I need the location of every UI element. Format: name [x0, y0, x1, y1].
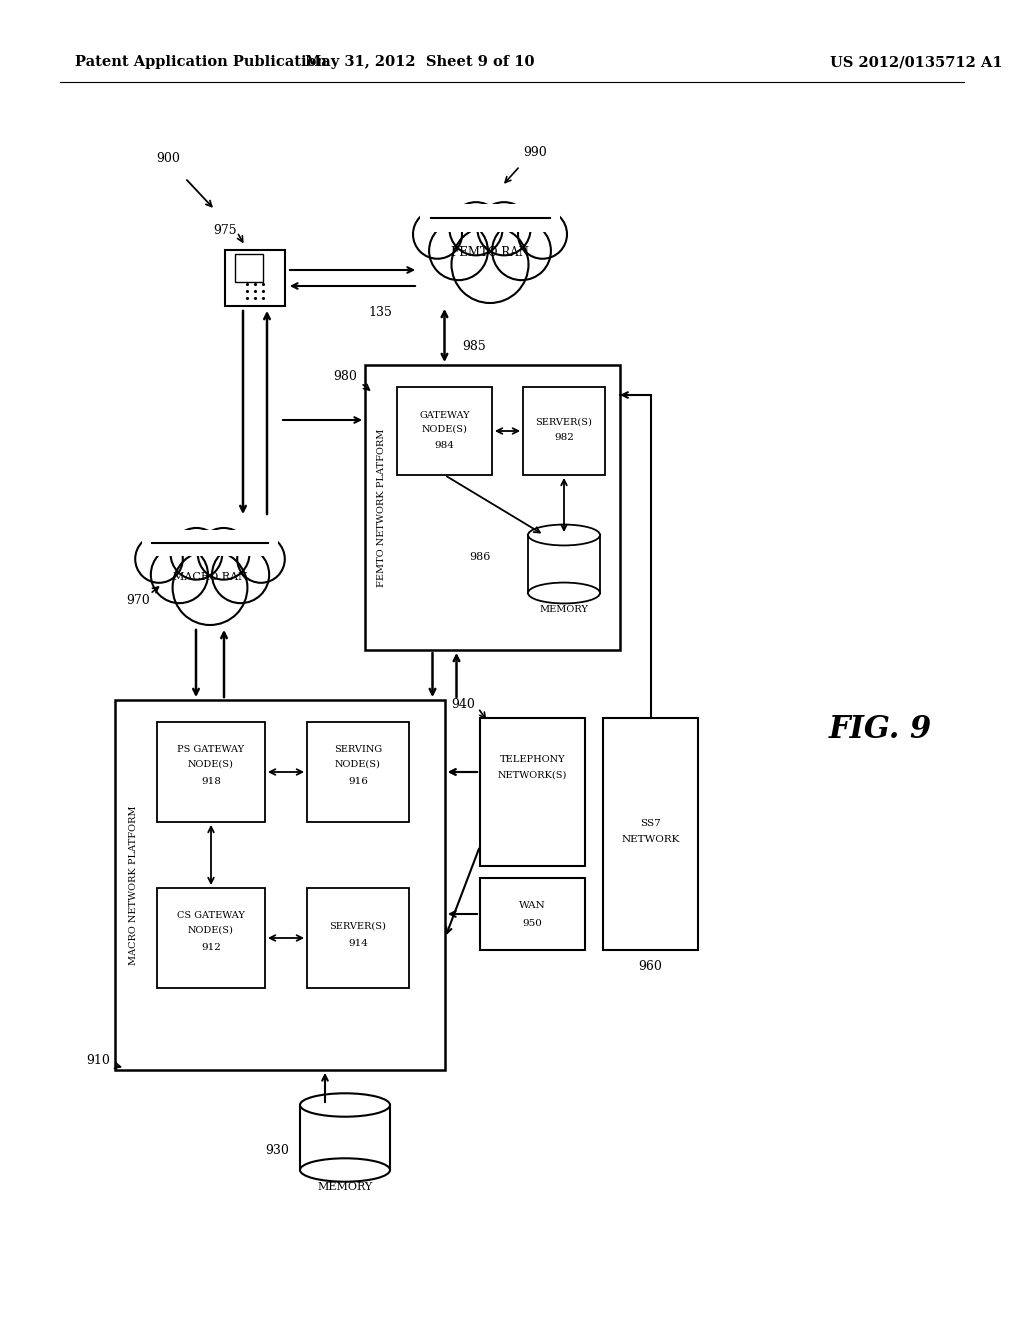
Text: FEMTO RAN: FEMTO RAN [451, 247, 529, 260]
Text: 950: 950 [522, 919, 543, 928]
Text: 135: 135 [368, 306, 392, 319]
Text: 980: 980 [333, 371, 357, 384]
Text: 970: 970 [126, 594, 150, 606]
Circle shape [238, 535, 285, 583]
Text: NODE(S): NODE(S) [188, 925, 233, 935]
Bar [420, 205, 560, 231]
Circle shape [493, 222, 551, 280]
Bar [234, 253, 263, 282]
Text: 912: 912 [201, 944, 221, 953]
Circle shape [477, 202, 530, 255]
Bar [142, 531, 278, 557]
Ellipse shape [300, 1093, 390, 1117]
Text: MACRO RAN: MACRO RAN [173, 572, 248, 582]
Ellipse shape [528, 582, 600, 603]
Ellipse shape [300, 1159, 390, 1181]
Text: SERVER(S): SERVER(S) [536, 417, 593, 426]
Bar [157, 888, 265, 987]
Text: MACRO NETWORK PLATFORM: MACRO NETWORK PLATFORM [128, 805, 137, 965]
Circle shape [198, 528, 250, 579]
Text: WAN: WAN [519, 902, 546, 911]
Text: 916: 916 [348, 777, 368, 787]
Bar [157, 722, 265, 822]
Text: GATEWAY: GATEWAY [419, 411, 470, 420]
Circle shape [413, 210, 462, 259]
Text: 910: 910 [86, 1053, 110, 1067]
Text: NETWORK(S): NETWORK(S) [498, 771, 567, 780]
Bar [603, 718, 698, 950]
Text: 914: 914 [348, 939, 368, 948]
Text: FIG. 9: FIG. 9 [828, 714, 932, 746]
Circle shape [151, 546, 208, 603]
Text: 918: 918 [201, 777, 221, 787]
Text: May 31, 2012  Sheet 9 of 10: May 31, 2012 Sheet 9 of 10 [305, 55, 535, 69]
Bar [523, 387, 605, 475]
Circle shape [173, 550, 248, 624]
Text: NODE(S): NODE(S) [422, 425, 467, 433]
Circle shape [450, 202, 503, 255]
Text: 975: 975 [213, 223, 237, 236]
Text: 986: 986 [469, 552, 490, 562]
Bar [365, 366, 620, 649]
Bar [480, 718, 585, 866]
Ellipse shape [528, 524, 600, 545]
Text: CS GATEWAY: CS GATEWAY [177, 912, 245, 920]
Circle shape [429, 222, 487, 280]
Bar [307, 722, 409, 822]
Text: 990: 990 [523, 147, 547, 160]
Bar [480, 878, 585, 950]
Text: US 2012/0135712 A1: US 2012/0135712 A1 [830, 55, 1002, 69]
Text: Patent Application Publication: Patent Application Publication [75, 55, 327, 69]
Text: 985: 985 [463, 341, 486, 354]
Bar [528, 535, 600, 593]
Text: 940: 940 [452, 697, 475, 710]
Circle shape [452, 226, 528, 304]
Bar [115, 700, 445, 1071]
Text: 960: 960 [639, 960, 663, 973]
Text: 982: 982 [554, 433, 573, 441]
Circle shape [135, 535, 183, 583]
Text: SS7: SS7 [640, 820, 660, 829]
Bar [397, 387, 492, 475]
Text: TELEPHONY: TELEPHONY [500, 755, 565, 764]
Text: NODE(S): NODE(S) [188, 759, 233, 768]
Bar [300, 1105, 390, 1170]
Circle shape [212, 546, 269, 603]
Text: NODE(S): NODE(S) [335, 759, 381, 768]
Text: 984: 984 [434, 441, 455, 450]
Text: MEMORY: MEMORY [317, 1181, 373, 1192]
Text: 900: 900 [156, 152, 180, 165]
Text: 930: 930 [265, 1143, 289, 1156]
Text: SERVING: SERVING [334, 746, 382, 755]
Text: SERVER(S): SERVER(S) [330, 921, 386, 931]
Bar [307, 888, 409, 987]
Text: FEMTO NETWORK PLATFORM: FEMTO NETWORK PLATFORM [377, 428, 385, 586]
Text: PS GATEWAY: PS GATEWAY [177, 746, 245, 755]
Text: MEMORY: MEMORY [540, 606, 589, 615]
Circle shape [171, 528, 222, 579]
Bar [225, 249, 285, 306]
Circle shape [518, 210, 567, 259]
Text: NETWORK: NETWORK [622, 836, 680, 845]
